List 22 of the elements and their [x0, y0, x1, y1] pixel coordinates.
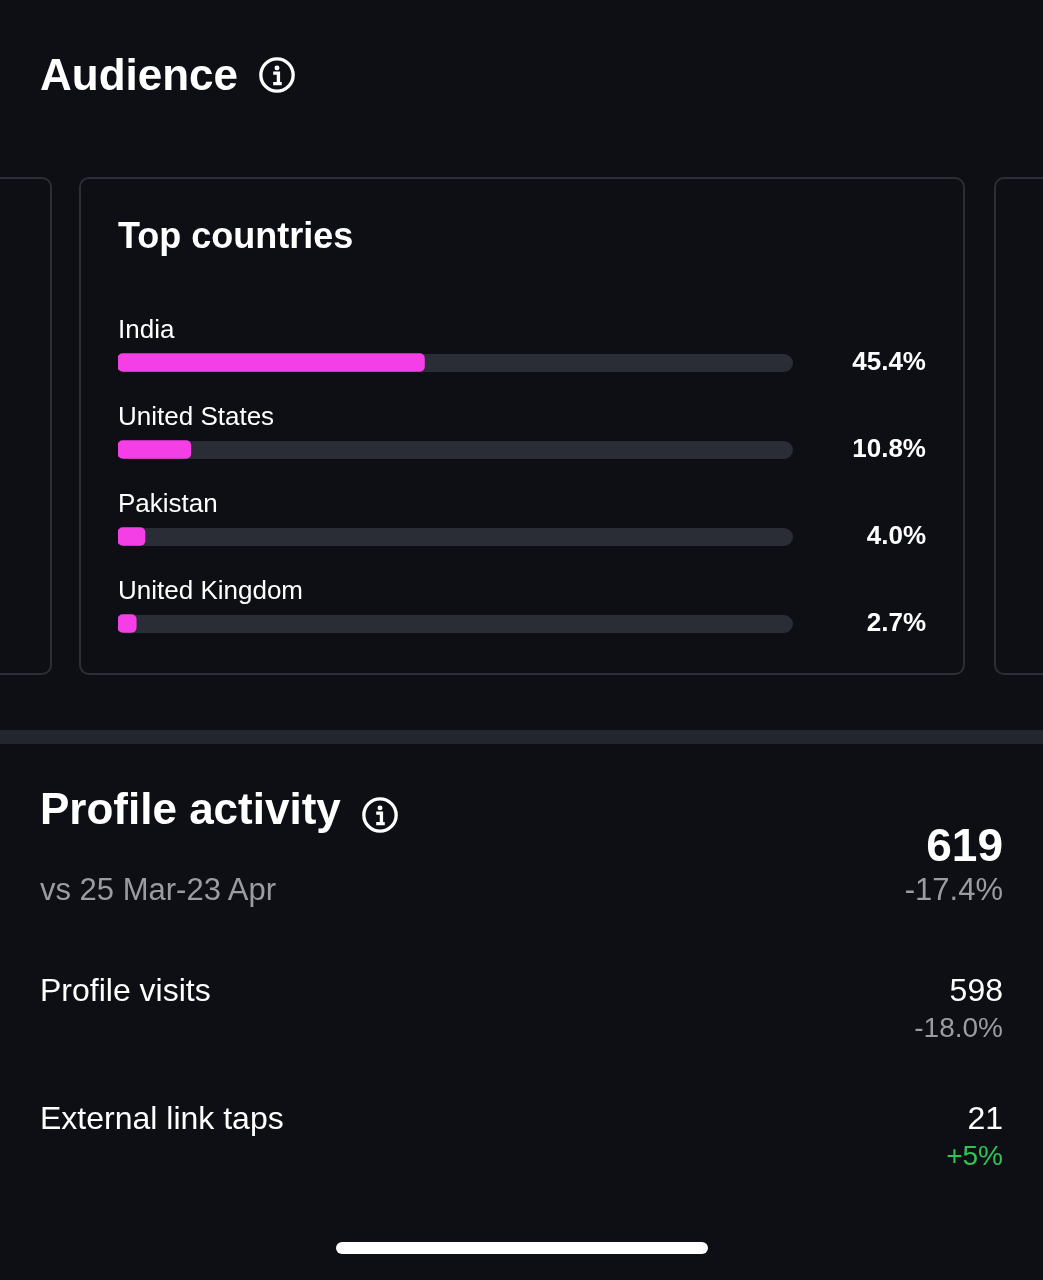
bar: [118, 527, 146, 546]
data-label: 2.7%: [866, 606, 926, 637]
text: +5%: [946, 1140, 1003, 1172]
text: External link taps: [40, 1100, 284, 1137]
text: -18.0%: [914, 1012, 1003, 1044]
text: vs 25 Mar-23 Apr: [40, 872, 277, 908]
data-label: 4.0%: [866, 519, 926, 550]
text: Profile activity: [40, 784, 341, 834]
category-label: India: [118, 313, 175, 344]
chart-subtitle: Top countries: [118, 215, 354, 257]
category-label: Pakistan: [118, 487, 218, 518]
bar: [118, 440, 192, 459]
category-label: United Kingdom: [118, 574, 303, 605]
category-label: United States: [118, 400, 275, 431]
data-label: 45.4%: [852, 345, 926, 376]
text: 598: [949, 972, 1003, 1009]
data-label: 10.8%: [852, 432, 926, 463]
text: -17.4%: [904, 872, 1003, 908]
text: Profile visits: [40, 972, 211, 1009]
text: 21: [967, 1100, 1003, 1137]
text: 619: [926, 818, 1003, 872]
chart-title: Audience: [40, 50, 239, 100]
